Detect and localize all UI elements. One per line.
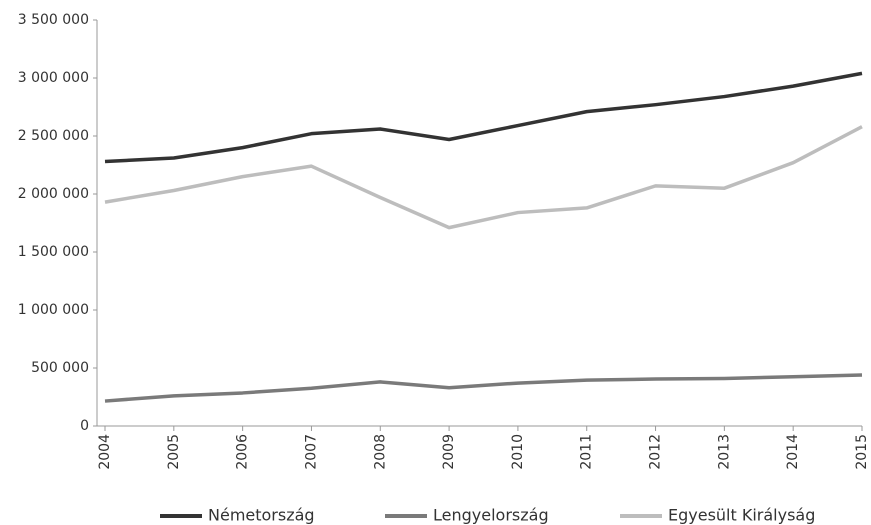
x-tick-label: 2011 — [579, 434, 595, 470]
x-tick-label: 2007 — [303, 434, 319, 470]
x-tick-label: 2005 — [166, 434, 182, 470]
legend-label: Lengyelország — [433, 506, 549, 525]
x-tick-label: 2006 — [235, 434, 251, 470]
line — [104, 373, 863, 403]
y-tick-label: 2 500 000 — [18, 128, 89, 144]
line — [104, 71, 863, 164]
x-tick-label: 2010 — [510, 434, 526, 470]
y-tick-label: 1 500 000 — [18, 244, 89, 260]
y-tick-label: 2 000 000 — [18, 186, 89, 202]
y-tick-label: 1 000 000 — [18, 302, 89, 318]
y-tick-label: 500 000 — [31, 360, 89, 376]
x-tick-label: 2015 — [854, 434, 870, 470]
x-tick-label: 2013 — [716, 434, 732, 470]
x-tick-label: 2004 — [97, 434, 113, 470]
x-tick-label: 2009 — [441, 434, 457, 470]
y-tick-label: 3 500 000 — [18, 12, 89, 28]
y-tick-label: 0 — [80, 418, 89, 434]
line — [104, 125, 863, 230]
x-tick-label: 2008 — [372, 434, 388, 470]
y-tick-label: 3 000 000 — [18, 70, 89, 86]
x-tick-label: 2012 — [648, 434, 664, 470]
legend-label: Egyesült Királyság — [668, 506, 815, 525]
legend-label: Németország — [208, 506, 315, 525]
x-tick-label: 2014 — [785, 434, 801, 470]
